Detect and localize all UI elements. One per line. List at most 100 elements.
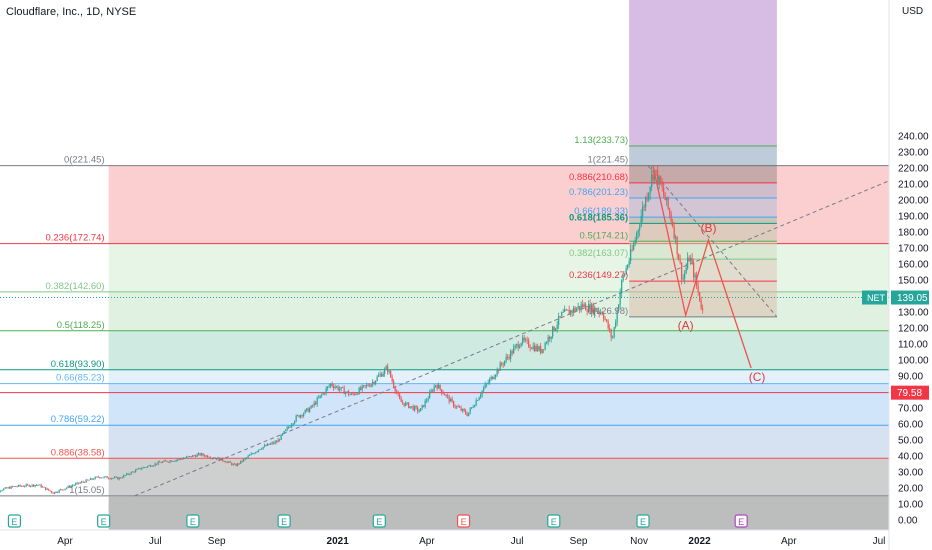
fib-level-label: 0.382(142.60) — [45, 281, 104, 292]
candle-body — [99, 477, 101, 478]
candle-body — [196, 454, 198, 457]
candle-body — [574, 307, 576, 311]
candle-body — [388, 370, 390, 372]
fib-zone — [108, 243, 889, 292]
y-tick-label: 190.00 — [898, 212, 929, 223]
candle-body — [393, 381, 395, 387]
candle-body — [385, 366, 387, 369]
candle-body — [610, 329, 612, 338]
candle-body — [333, 386, 335, 389]
candle-body — [187, 456, 189, 458]
candle-body — [69, 486, 71, 488]
candle-body — [324, 392, 326, 394]
x-tick-label: Jul — [511, 536, 524, 547]
candle-body — [325, 388, 327, 394]
candle-body — [471, 407, 473, 409]
candle-body — [652, 174, 654, 180]
earnings-marker — [636, 514, 650, 528]
candle-body — [108, 478, 110, 479]
x-axis: Apr Jul Sep 2021 Apr Jul Sep Nov 2022 Apr Jul — [0, 529, 889, 547]
candle-body — [202, 453, 204, 456]
candle-body — [49, 490, 51, 492]
fib-secondary-label: 0.66(189.33) — [574, 206, 628, 217]
fib-secondary-zone — [629, 198, 777, 218]
candle-body — [499, 363, 501, 371]
candle-body — [88, 479, 90, 481]
candle-body — [106, 476, 108, 479]
fib-labels: 0(221.45) 0.236(172.74) 0.382(142.60) 0.5(1… — [45, 135, 628, 496]
candle-body — [564, 309, 566, 313]
candle-body — [618, 304, 620, 310]
candle-body — [607, 321, 609, 329]
candle-body — [111, 478, 113, 480]
candle-body — [543, 349, 545, 350]
candle-body — [280, 434, 282, 440]
candle-body — [327, 386, 329, 389]
candle-body — [469, 408, 471, 413]
candle-body — [619, 293, 621, 305]
candle-body — [480, 395, 482, 398]
candle-body — [400, 398, 402, 403]
candle-body — [33, 484, 35, 487]
candle-body — [363, 385, 365, 387]
candle-body — [160, 462, 162, 464]
earnings-marker-text: E — [640, 517, 646, 527]
candle-body — [165, 460, 167, 462]
y-tick-label: 90.00 — [898, 372, 923, 383]
y-tick-label: 170.00 — [898, 244, 929, 255]
candle-body — [394, 386, 396, 392]
candle-body — [369, 385, 371, 387]
candle-body — [399, 394, 401, 399]
candle-body — [435, 385, 437, 387]
candle-body — [253, 453, 255, 455]
candle-body — [508, 357, 510, 359]
candle-body — [474, 405, 476, 407]
candle-body — [429, 392, 431, 399]
candle-body — [301, 415, 303, 417]
candle-body — [313, 402, 315, 406]
candle-body — [94, 476, 96, 480]
candle-body — [387, 366, 389, 372]
candle-body — [156, 463, 158, 465]
candle-body — [199, 453, 201, 456]
candle-body — [46, 488, 48, 490]
candle-body — [258, 449, 260, 452]
earnings-marker-text: E — [190, 517, 196, 527]
candle-body — [87, 479, 89, 481]
candle-body — [180, 458, 182, 460]
candle-body — [339, 388, 341, 390]
candle-body — [505, 356, 507, 361]
earnings-marker — [547, 514, 561, 528]
candle-body — [243, 459, 245, 462]
candle-body — [45, 487, 47, 490]
dashed-trend-line — [134, 178, 894, 497]
candle-body — [4, 487, 6, 489]
y-tick-label: 0.00 — [898, 516, 918, 527]
candle-body — [450, 398, 452, 402]
y-tick-label: 210.00 — [898, 180, 929, 191]
candle-body — [195, 455, 197, 457]
candle-body — [604, 319, 606, 320]
candle-body — [615, 322, 617, 328]
candle-body — [129, 474, 131, 475]
candle-body — [418, 411, 420, 412]
candle-body — [616, 309, 618, 323]
candle-body — [414, 406, 416, 411]
candle-body — [276, 441, 278, 443]
candle-body — [331, 383, 333, 387]
candle-body — [679, 260, 681, 263]
candle-body — [34, 485, 36, 487]
candle-body — [141, 468, 143, 470]
x-tick-label: Apr — [419, 536, 435, 547]
candle-body — [223, 460, 225, 462]
candle-body — [427, 398, 429, 401]
candle-body — [9, 487, 11, 489]
candle-body — [550, 336, 552, 339]
candle-body — [490, 376, 492, 380]
candle-body — [226, 461, 228, 463]
candle-body — [645, 197, 647, 208]
y-tick-label: 200.00 — [898, 196, 929, 207]
fib-secondary-zone — [629, 165, 777, 183]
candle-body — [259, 449, 261, 450]
